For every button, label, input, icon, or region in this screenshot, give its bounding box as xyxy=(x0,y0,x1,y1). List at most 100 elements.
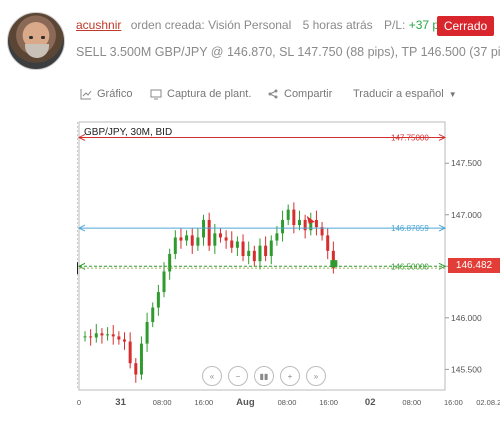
candle-body xyxy=(292,209,296,226)
candle-body xyxy=(286,209,290,220)
candle-body xyxy=(207,219,211,246)
candle-body xyxy=(326,235,330,251)
sell-entry-marker-icon xyxy=(306,215,315,224)
pause-icon[interactable]: ▮▮ xyxy=(254,366,274,386)
candle-body xyxy=(331,250,335,269)
candle-body xyxy=(128,341,132,364)
candle-body xyxy=(269,240,273,256)
x-tick-label: 31 xyxy=(115,397,126,408)
trade-details: SELL 3.500M GBP/JPY @ 146.870, SL 147.75… xyxy=(76,45,500,59)
candle-body xyxy=(123,339,127,342)
candle-body xyxy=(235,241,239,248)
action-text: orden creada: Visión Personal xyxy=(130,18,292,32)
scroll-right-icon[interactable]: » xyxy=(306,366,326,386)
avatar-eye-icon xyxy=(29,36,33,39)
zoom-in-icon[interactable]: + xyxy=(280,366,300,386)
share-button[interactable]: Compartir xyxy=(267,88,332,100)
level-arrow-right-icon xyxy=(438,224,447,232)
chart-canvas: 147.500147.000146.500146.000145.50003108… xyxy=(77,121,500,408)
candle-body xyxy=(196,237,200,246)
candle-body xyxy=(111,334,115,337)
share-label: Compartir xyxy=(284,88,333,100)
candle-body xyxy=(320,227,324,236)
candle-body xyxy=(213,233,217,246)
candle-body xyxy=(252,250,256,262)
y-tick-label: 145.500 xyxy=(451,364,482,374)
candle-body xyxy=(303,219,307,231)
candle-body xyxy=(218,233,222,238)
screenshot-button[interactable]: Captura de plant. xyxy=(150,88,251,100)
share-icon xyxy=(268,89,278,99)
x-tick-label: 08:00 xyxy=(402,398,421,407)
level-label-sl: 147.75000 xyxy=(391,133,429,142)
pl-label: P/L: xyxy=(383,18,406,32)
candle-body xyxy=(179,237,183,241)
zoom-out-icon[interactable]: − xyxy=(228,366,248,386)
candle-body xyxy=(173,237,177,254)
candle-body xyxy=(247,250,251,256)
candle-body xyxy=(224,237,228,241)
x-tick-label: 02.08.2018 xyxy=(476,398,500,407)
x-tick-label: 16:00 xyxy=(444,398,463,407)
x-tick-label: Aug xyxy=(236,397,255,408)
level-arrow-left-icon xyxy=(77,134,86,141)
x-tick-label: 16:00 xyxy=(319,398,338,407)
candle-body xyxy=(106,334,110,336)
current-price-tag: 146.482 xyxy=(448,258,500,273)
x-tick-label: 02 xyxy=(365,397,376,408)
translate-label: Traducir a español xyxy=(353,88,444,100)
candle-body xyxy=(241,241,245,256)
x-tick-label: 08:00 xyxy=(278,398,297,407)
candle-body xyxy=(151,307,155,322)
level-arrow-left-icon xyxy=(77,224,86,232)
candle-body xyxy=(258,245,262,262)
translate-dropdown[interactable]: Traducir a español ▼ xyxy=(353,88,457,100)
y-tick-label: 147.000 xyxy=(451,210,482,220)
candle-body xyxy=(156,292,160,308)
y-tick-label: 147.500 xyxy=(451,158,482,168)
x-tick-label: 16:00 xyxy=(194,398,213,407)
level-label-entry: 146.87059 xyxy=(391,224,429,233)
candle-body xyxy=(134,363,138,375)
candle-body xyxy=(190,235,194,246)
chart-title: GBP/JPY, 30M, BID xyxy=(84,127,173,138)
avatar-eye-icon xyxy=(41,36,45,39)
candle-body xyxy=(281,219,285,234)
screenshot-label: Captura de plant. xyxy=(167,88,252,100)
candle-body xyxy=(275,233,279,241)
drag-handle-icon xyxy=(77,262,78,275)
candle-body xyxy=(145,321,149,344)
price-chart[interactable]: 147.500147.000146.500146.000145.50003108… xyxy=(77,118,500,418)
chart-button[interactable]: Gráfico xyxy=(80,88,132,100)
timestamp: 5 horas atrás xyxy=(302,18,373,32)
candle-body xyxy=(100,333,104,336)
scroll-left-icon[interactable]: « xyxy=(202,366,222,386)
level-label-tp: 146.50000 xyxy=(391,262,429,271)
candle-body xyxy=(230,240,234,248)
monitor-icon xyxy=(150,89,162,100)
chart-icon xyxy=(80,89,92,100)
username-link[interactable]: acushnir xyxy=(76,18,122,32)
candle-body xyxy=(139,343,143,375)
chart-nav-controls: «− ▮▮ + » xyxy=(202,366,326,386)
x-tick-label: 0 xyxy=(77,398,81,407)
candle-body xyxy=(89,336,93,338)
avatar-beard-icon xyxy=(25,44,49,58)
x-tick-label: 08:00 xyxy=(153,398,172,407)
status-badge: Cerrado xyxy=(437,16,494,36)
candle-body xyxy=(168,253,172,272)
avatar[interactable] xyxy=(7,12,65,70)
tp-exit-marker-icon xyxy=(330,260,338,268)
plot-area xyxy=(78,121,446,391)
candle-body xyxy=(314,219,318,228)
post-header: acushnir orden creada: Visión Personal 5… xyxy=(0,0,500,80)
post-meta: acushnir orden creada: Visión Personal 5… xyxy=(76,18,454,32)
candle-body xyxy=(202,219,206,238)
candle-body xyxy=(83,336,87,338)
candle-body xyxy=(185,235,189,241)
candle-body xyxy=(94,333,98,338)
candle-body xyxy=(162,271,166,293)
level-arrow-right-icon xyxy=(438,134,447,141)
candle-body xyxy=(264,245,268,256)
candle-body xyxy=(309,219,313,231)
